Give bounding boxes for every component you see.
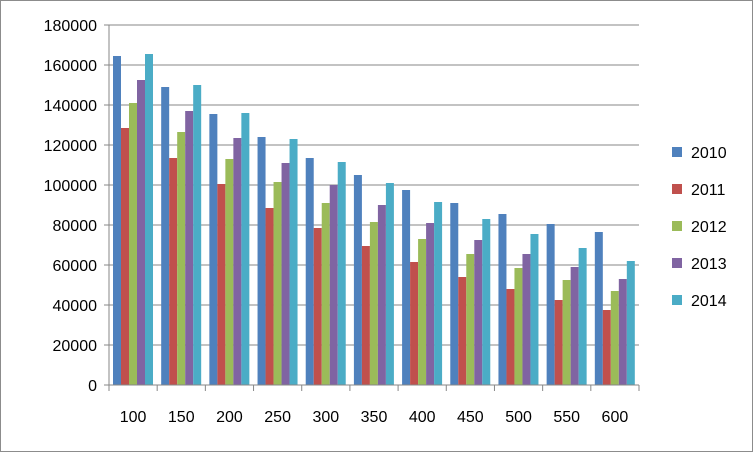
- x-tick-label: 550: [553, 409, 580, 426]
- bar-2013-600: [618, 279, 627, 385]
- bar-2013-350: [377, 205, 386, 385]
- bar-2014-100: [145, 54, 153, 385]
- legend-label-2013: 2013: [691, 256, 727, 273]
- bar-2014-250: [289, 139, 298, 385]
- bar-2010-600: [594, 232, 603, 385]
- y-tick-label: 100000: [44, 178, 97, 195]
- bar-2010-100: [113, 56, 121, 385]
- bar-2014-450: [482, 219, 491, 385]
- x-tick-labels: 100 150 200 250 300 350 400 450 500 550 600: [120, 409, 629, 426]
- bar-2014-300: [337, 162, 346, 385]
- bar-2011-100: [121, 128, 129, 385]
- bar-2011-450: [458, 277, 467, 385]
- legend-label-2012: 2012: [691, 219, 727, 236]
- bar-2014-150: [193, 85, 202, 385]
- bar-2012-400: [418, 239, 427, 385]
- bar-2011-550: [554, 300, 563, 385]
- bar-2010-300: [305, 158, 314, 385]
- bar-2011-150: [169, 158, 178, 385]
- bar-2013-150: [185, 111, 194, 385]
- y-tick-label: 80000: [53, 218, 98, 235]
- bar-2012-500: [514, 268, 523, 385]
- bar-2012-300: [321, 203, 330, 385]
- x-tick-label: 250: [264, 409, 291, 426]
- x-tick-label: 500: [505, 409, 532, 426]
- bar-2014-400: [434, 202, 443, 385]
- legend-swatch-2010: [672, 147, 682, 157]
- bar-2014-200: [241, 113, 250, 385]
- x-tick-label: 150: [168, 409, 195, 426]
- bar-2012-100: [129, 103, 137, 385]
- x-tick-label: 400: [409, 409, 436, 426]
- bar-2014-600: [626, 261, 635, 385]
- bar-2011-200: [217, 184, 226, 385]
- legend-label-2010: 2010: [691, 145, 727, 162]
- y-tick-label: 140000: [44, 98, 97, 115]
- y-tick-label: 40000: [53, 298, 98, 315]
- bar-2011-300: [313, 228, 322, 385]
- bar-2012-350: [369, 222, 378, 385]
- bar-2010-450: [450, 203, 459, 385]
- y-tick-label: 160000: [44, 58, 97, 75]
- y-tick-label: 180000: [44, 18, 97, 35]
- bar-2013-500: [522, 254, 531, 385]
- bar-2013-450: [474, 240, 483, 385]
- bar-2011-600: [602, 310, 611, 385]
- y-tick-labels: 0 20000 40000 60000 80000 100000 120000 140000 1…: [44, 18, 97, 395]
- legend-label-2014: 2014: [691, 293, 727, 310]
- bar-2013-300: [329, 185, 338, 385]
- bar-2014-350: [385, 183, 394, 385]
- bar-2010-250: [257, 137, 266, 385]
- bar-2013-550: [570, 267, 579, 385]
- y-tick-label: 120000: [44, 138, 97, 155]
- legend: 2010 2011 2012 2013 2014: [672, 145, 727, 310]
- bar-2014-550: [578, 248, 587, 385]
- x-tick-label: 300: [312, 409, 339, 426]
- legend-swatch-2014: [672, 295, 682, 305]
- x-tick-label: 450: [457, 409, 484, 426]
- bar-2012-600: [610, 291, 619, 385]
- bar-2012-550: [562, 280, 571, 385]
- bar-2010-350: [353, 175, 362, 385]
- bar-2011-250: [265, 208, 274, 385]
- bar-2010-200: [209, 114, 218, 385]
- y-tick-label: 20000: [53, 338, 98, 355]
- bar-2010-500: [498, 214, 507, 385]
- legend-swatch-2012: [672, 221, 682, 231]
- legend-swatch-2011: [672, 184, 682, 194]
- bar-2011-350: [361, 246, 370, 385]
- y-tick-label: 60000: [53, 258, 98, 275]
- bar-2012-150: [177, 132, 186, 385]
- bar-2010-400: [402, 190, 411, 385]
- bar-2014-500: [530, 234, 539, 385]
- bar-2012-250: [273, 182, 282, 385]
- bar-2010-150: [161, 87, 170, 385]
- bars: [113, 54, 635, 385]
- x-tick-label: 200: [216, 409, 243, 426]
- bar-2013-250: [281, 163, 290, 385]
- bar-2011-500: [506, 289, 515, 385]
- legend-swatch-2013: [672, 258, 682, 268]
- x-tick-label: 350: [361, 409, 388, 426]
- y-tick-label: 0: [88, 378, 97, 395]
- bar-2013-400: [426, 223, 435, 385]
- bar-2013-200: [233, 138, 242, 385]
- legend-label-2011: 2011: [691, 182, 726, 199]
- x-tick-label: 100: [120, 409, 147, 426]
- bar-2010-550: [546, 224, 555, 385]
- x-tick-label: 600: [602, 409, 629, 426]
- bar-2012-450: [466, 254, 475, 385]
- bar-2011-400: [410, 262, 419, 385]
- axes: [104, 24, 640, 391]
- bar-2013-100: [137, 80, 145, 385]
- bar-2012-200: [225, 159, 234, 385]
